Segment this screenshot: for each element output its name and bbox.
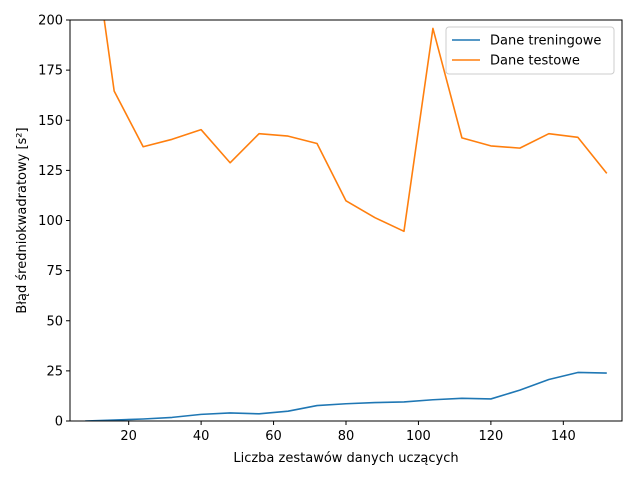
- x-tick-label: 40: [193, 429, 210, 444]
- plot-lines: [85, 20, 608, 421]
- x-tick-label: 80: [338, 429, 355, 444]
- y-tick-label: 200: [38, 14, 63, 29]
- x-tick-label: 100: [406, 429, 431, 444]
- y-tick-label: 175: [38, 64, 63, 79]
- legend: Dane treningowe Dane testowe: [445, 26, 615, 75]
- y-tick-label: 100: [38, 214, 63, 229]
- x-axis-ticks: 20 40 60 80 100 120 140: [120, 421, 576, 444]
- y-axis-title: Błąd średniokwadratowy [s²]: [15, 127, 30, 313]
- y-tick-label: 0: [55, 415, 63, 430]
- x-tick-label: 120: [478, 429, 503, 444]
- y-tick-label: 75: [46, 264, 63, 279]
- y-axis-ticks: 0 25 50 75 100 125 150 175 200: [38, 14, 70, 430]
- legend-label: Dane testowe: [490, 54, 580, 69]
- axes-frame: [69, 19, 623, 422]
- y-tick-label: 125: [38, 164, 63, 179]
- series-line-1: [85, 371, 607, 421]
- legend-box: [445, 26, 615, 75]
- x-tick-label: 20: [120, 429, 137, 444]
- series-line-2: [103, 20, 608, 233]
- y-tick-label: 25: [46, 364, 63, 379]
- legend-label: Dane treningowe: [490, 34, 601, 49]
- x-axis-title: Liczba zestawów danych uczących: [233, 451, 458, 466]
- y-tick-label: 50: [46, 314, 63, 329]
- x-tick-label: 60: [265, 429, 282, 444]
- y-tick-label: 150: [38, 114, 63, 129]
- x-tick-label: 140: [551, 429, 576, 444]
